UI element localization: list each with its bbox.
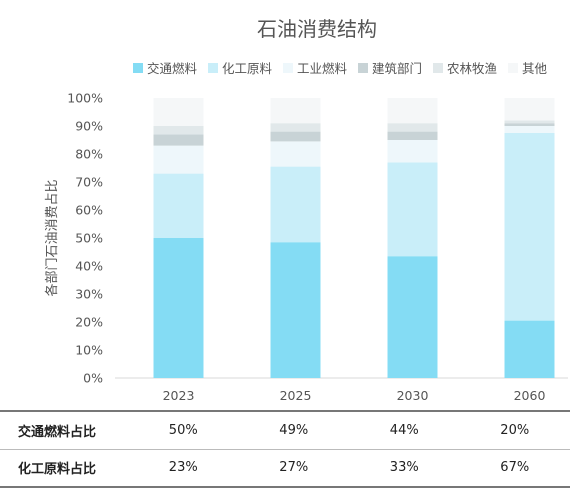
y-tick-label: 80%: [75, 147, 103, 162]
bar-segment: [387, 98, 438, 124]
legend-swatch: [508, 63, 518, 73]
legend-item: 工业燃料: [283, 61, 348, 76]
legend-item: 建筑部门: [358, 61, 422, 76]
legend-label: 交通燃料: [147, 61, 198, 76]
y-tick-label: 40%: [75, 259, 103, 274]
bar-segment: [270, 242, 321, 378]
legend-label: 其他: [522, 61, 548, 76]
table-cell: 23%: [128, 448, 239, 488]
chart-title: 石油消费结构: [257, 17, 377, 41]
table-cell: 44%: [349, 410, 460, 449]
bar-segment: [270, 141, 321, 167]
y-tick-label: 10%: [75, 343, 103, 358]
bar-segment: [387, 123, 438, 132]
table-cell: 27%: [238, 448, 349, 488]
y-tick-label: 0%: [83, 371, 103, 386]
bar-segment: [153, 173, 204, 238]
y-tick-label: 20%: [75, 315, 103, 330]
bar-segment: [504, 98, 555, 121]
legend-swatch: [358, 63, 368, 73]
bar-segment: [504, 120, 555, 124]
y-tick-label: 100%: [67, 91, 103, 106]
bar-segment: [504, 133, 555, 321]
legend-swatch: [133, 63, 143, 73]
legend-item: 交通燃料: [133, 61, 198, 76]
bar-segment: [270, 131, 321, 142]
y-axis-ticks: 0% 10% 20% 30% 40% 50% 60% 70% 80% 90% 100%: [67, 91, 103, 386]
bar-segment: [387, 162, 438, 257]
y-tick-label: 30%: [75, 287, 103, 302]
legend-swatch: [283, 63, 293, 73]
y-tick-label: 60%: [75, 203, 103, 218]
bar-segment: [270, 98, 321, 124]
y-axis-label: 各部门石油消费占比: [44, 179, 60, 296]
chart-legend: 交通燃料 化工原料 工业燃料 建筑部门 农林牧渔 其他: [133, 61, 548, 76]
y-tick-label: 50%: [75, 231, 103, 246]
legend-item: 其他: [508, 61, 548, 76]
table-cell: 49%: [238, 410, 349, 449]
legend-item: 化工原料: [208, 61, 273, 76]
table-cell: 67%: [459, 448, 570, 488]
y-tick-label: 70%: [75, 175, 103, 190]
y-tick-label: 90%: [75, 119, 103, 134]
table-cell: 50%: [128, 410, 239, 449]
bar-segment: [153, 145, 204, 174]
bar-segment: [504, 126, 555, 133]
bar-segment: [153, 98, 204, 126]
bars-group: [153, 98, 555, 378]
legend-label: 农林牧渔: [447, 61, 497, 76]
legend-label: 化工原料: [222, 61, 273, 76]
x-axis-ticks: 2023 2025 2030 2060: [163, 388, 546, 403]
table-cell: 20%: [459, 410, 570, 449]
stacked-bar-chart: 石油消费结构 交通燃料 化工原料 工业燃料 建筑部门 农林牧渔 其他 各部门石油消费占比 …: [44, 17, 568, 403]
x-tick-label: 2025: [280, 388, 312, 403]
legend-swatch: [433, 63, 443, 73]
bar-segment: [387, 140, 438, 163]
bar-segment: [504, 320, 555, 378]
x-tick-label: 2060: [514, 388, 546, 403]
bar-segment: [270, 123, 321, 132]
bar-segment: [153, 238, 204, 378]
table-row: 化工原料占比 23% 27% 33% 67%: [0, 448, 570, 488]
legend-item: 农林牧渔: [433, 61, 497, 76]
table-row-label: 交通燃料占比: [0, 410, 128, 449]
bar-segment: [387, 256, 438, 378]
legend-label: 建筑部门: [372, 61, 422, 76]
bar-segment: [387, 131, 438, 140]
legend-label: 工业燃料: [297, 61, 348, 76]
legend-swatch: [208, 63, 218, 73]
table-cell: 33%: [349, 448, 460, 488]
x-tick-label: 2030: [397, 388, 429, 403]
bar-segment: [504, 123, 555, 126]
data-table: 交通燃料占比 50% 49% 44% 20% 化工原料占比 23% 27% 33…: [0, 410, 570, 488]
bar-segment: [153, 134, 204, 146]
bar-segment: [270, 166, 321, 243]
x-tick-label: 2023: [163, 388, 195, 403]
bar-segment: [153, 126, 204, 135]
table-row-label: 化工原料占比: [0, 448, 128, 488]
table-row: 交通燃料占比 50% 49% 44% 20%: [0, 410, 570, 449]
